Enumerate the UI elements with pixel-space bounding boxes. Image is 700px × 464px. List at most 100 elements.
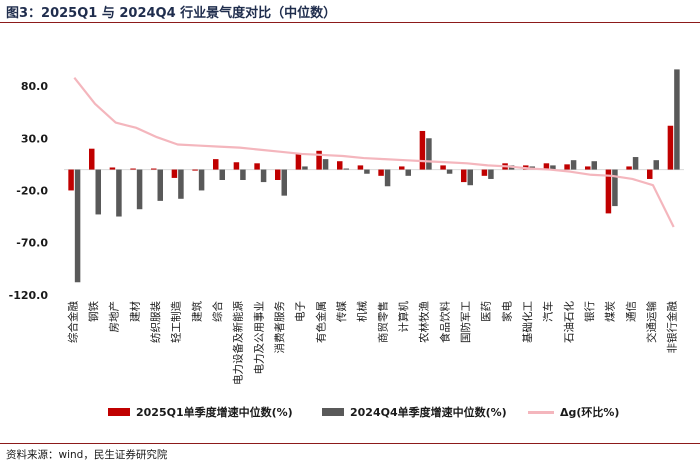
legend-item-delta-g: Δg(环比%) — [528, 404, 619, 420]
bar-2025q1 — [151, 168, 157, 170]
bar-2024q4 — [570, 160, 577, 170]
bar-2025q1 — [337, 161, 343, 170]
bar-2025q1 — [171, 169, 178, 178]
x-tick-label: 机械 — [356, 301, 369, 322]
x-tick-label: 钢铁 — [87, 301, 100, 322]
bar-2025q1 — [461, 169, 467, 183]
bar-2024q4 — [467, 169, 473, 186]
bar-2025q1 — [275, 169, 281, 180]
bar-2024q4 — [74, 169, 81, 283]
bar-2025q1 — [192, 169, 198, 171]
x-tick-label: 电力设备及新能源 — [232, 301, 245, 385]
bar-2025q1 — [605, 169, 612, 214]
bar-2024q4 — [157, 169, 163, 201]
legend-item-2024q4: 2024Q4单季度增速中位数(%) — [322, 404, 507, 420]
x-tick-label: 轻工制造 — [170, 301, 183, 343]
x-tick-label: 国防军工 — [459, 301, 472, 343]
x-tick-label: 有色金属 — [314, 301, 327, 343]
bar-2024q4 — [446, 169, 453, 174]
chart-area: 80.0 30.0 -20.0 -70.0 -120.0 综合金融 钢铁 房地产 建材 纺织服装轻… — [9, 69, 684, 385]
bar-2025q1 — [585, 166, 591, 170]
x-tick-label: 家电 — [500, 301, 513, 322]
bar-2024q4 — [281, 169, 287, 196]
y-tick-label: -20.0 — [16, 184, 48, 197]
bar-2025q1 — [543, 163, 550, 170]
x-tick-label: 电子 — [294, 301, 307, 322]
bar-2024q4 — [426, 138, 432, 170]
y-tick-label: -70.0 — [16, 237, 48, 250]
x-tick-label: 石油石化 — [562, 301, 575, 343]
x-tick-label: 建筑 — [190, 301, 203, 322]
x-tick-label: 纺织服装 — [149, 301, 162, 343]
figure-title: 图3：2025Q1 与 2024Q4 行业景气度对比（中位数） — [6, 6, 337, 21]
bar-2024q4 — [405, 169, 411, 176]
legend-label-2024q4: 2024Q4单季度增速中位数(%) — [350, 406, 507, 419]
bar-2025q1 — [378, 169, 384, 176]
bar-2024q4 — [612, 169, 618, 207]
legend-item-2025q1: 2025Q1单季度增速中位数(%) — [108, 404, 293, 420]
bar-2025q1 — [130, 168, 136, 170]
bar-2025q1 — [316, 150, 322, 170]
bar-2025q1 — [481, 169, 488, 176]
x-tick-label: 农林牧渔 — [418, 301, 431, 343]
bar-2025q1 — [254, 163, 260, 170]
bar-2024q4 — [136, 169, 143, 210]
bar-2024q4 — [653, 160, 659, 170]
bar-2024q4 — [219, 169, 225, 180]
legend-label-delta-g: Δg(环比%) — [560, 406, 620, 419]
bar-2025q1 — [233, 162, 240, 170]
x-tick-label: 交通运输 — [645, 301, 658, 343]
x-tick-label: 计算机 — [397, 301, 410, 333]
x-tick-label: 传媒 — [335, 301, 348, 322]
x-tick-label: 建材 — [128, 301, 141, 322]
x-tick-label: 综合 — [211, 301, 224, 322]
bar-2025q1 — [295, 153, 302, 170]
bar-2024q4 — [95, 169, 101, 215]
x-tick-label: 食品饮料 — [438, 301, 451, 343]
title-rule — [0, 22, 700, 23]
bar-2024q4 — [591, 161, 597, 170]
x-tick-label: 综合金融 — [66, 301, 79, 343]
legend-swatch-2024q4 — [322, 408, 344, 416]
bar-2025q1 — [109, 167, 116, 170]
x-tick-label: 消费者服务 — [273, 301, 286, 354]
x-tick-label: 基础化工 — [521, 301, 534, 343]
legend-swatch-2025q1 — [108, 408, 130, 416]
bar-2024q4 — [632, 157, 639, 170]
bar-2025q1 — [399, 166, 405, 170]
x-tick-label: 煤炭 — [604, 301, 617, 322]
bar-2025q1 — [647, 169, 653, 179]
x-tick-label: 电力及公用事业 — [252, 301, 265, 375]
y-tick-label: 30.0 — [21, 132, 48, 145]
bar-2025q1 — [357, 165, 364, 170]
y-tick-label: 80.0 — [21, 80, 48, 93]
bar-2025q1 — [626, 166, 632, 170]
legend-label-2025q1: 2025Q1单季度增速中位数(%) — [136, 406, 293, 419]
y-tick-label: -120.0 — [9, 289, 49, 302]
bar-2025q1 — [419, 130, 426, 170]
bar-2024q4 — [322, 159, 329, 170]
bar-2024q4 — [488, 169, 494, 179]
bar-2024q4 — [550, 165, 556, 170]
bar-2025q1 — [68, 169, 74, 191]
x-tick-label: 医药 — [481, 301, 493, 322]
x-tick-label: 房地产 — [108, 301, 121, 333]
x-tick-label: 通信 — [625, 301, 637, 322]
bar-2025q1 — [213, 159, 219, 170]
bar-2024q4 — [116, 169, 122, 217]
line-delta-g — [73, 77, 675, 228]
bar-2024q4 — [240, 169, 246, 180]
bar-2025q1 — [564, 164, 570, 170]
x-tick-label: 银行 — [583, 301, 596, 322]
bar-2025q1 — [667, 125, 674, 170]
legend-swatch-delta-g — [528, 410, 554, 414]
bar-2025q1 — [440, 165, 446, 170]
bar-2024q4 — [260, 169, 267, 183]
bar-2024q4 — [178, 169, 184, 199]
legend: 2025Q1单季度增速中位数(%) 2024Q4单季度增速中位数(%) Δg(环… — [0, 404, 700, 422]
bar-2024q4 — [384, 169, 391, 187]
bar-2024q4 — [198, 169, 205, 191]
bar-2024q4 — [302, 166, 308, 170]
source-rule — [0, 443, 700, 444]
x-tick-label: 汽车 — [542, 301, 555, 322]
